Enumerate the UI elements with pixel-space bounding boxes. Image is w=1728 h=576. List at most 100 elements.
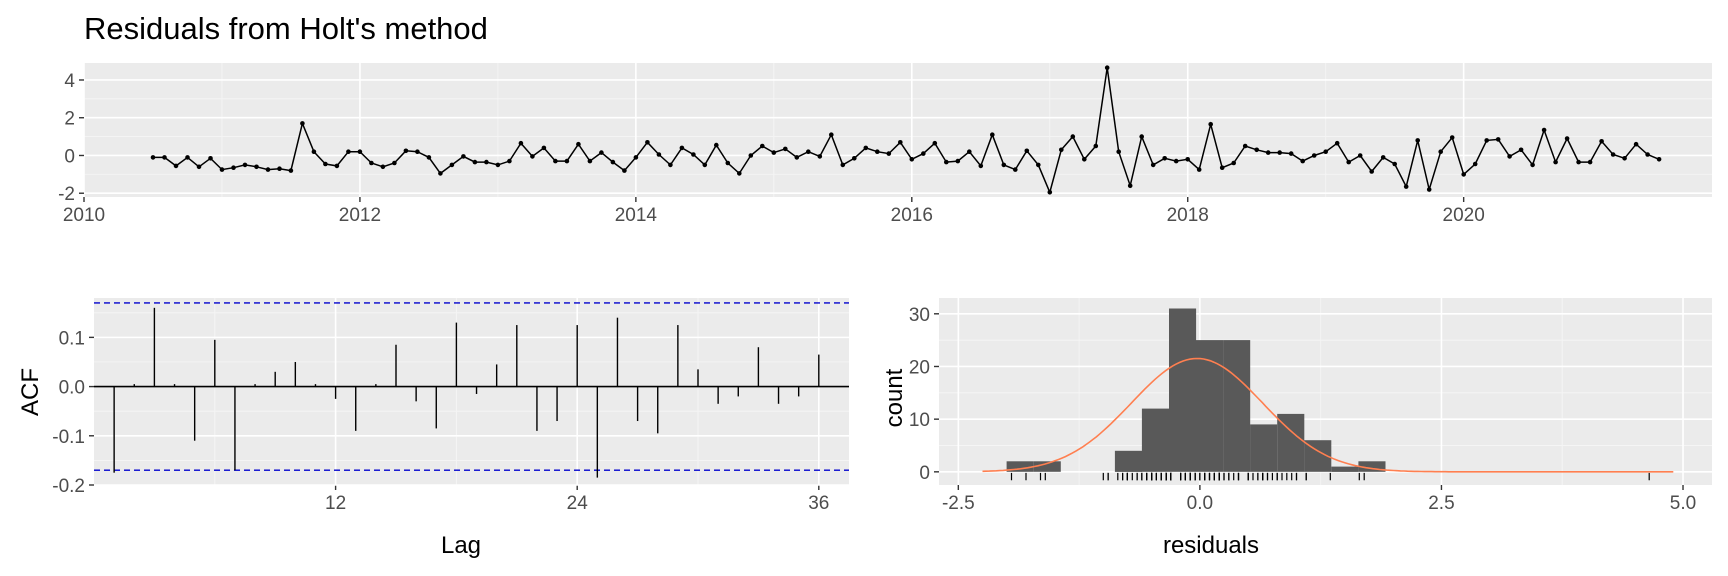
- residual-point: [173, 163, 179, 169]
- residual-point: [334, 163, 340, 169]
- acf-x-tick-label: 12: [325, 493, 346, 514]
- residual-point: [288, 168, 294, 173]
- y-tick-label: 4: [64, 71, 75, 92]
- residual-point: [1622, 156, 1627, 161]
- residual-point: [323, 161, 328, 167]
- residual-point: [921, 151, 926, 156]
- residual-point: [507, 158, 512, 164]
- histogram-bar: [1169, 308, 1197, 472]
- residual-point: [553, 158, 558, 164]
- residual-point: [346, 149, 351, 154]
- residual-point: [1507, 154, 1512, 159]
- residual-point: [1024, 148, 1030, 154]
- residual-point: [1162, 156, 1167, 161]
- normal-density-curve: [982, 357, 1674, 473]
- residual-point: [1082, 157, 1087, 162]
- hist-x-tick-label: 0.0: [1187, 493, 1213, 514]
- residual-point: [1047, 190, 1053, 195]
- residual-point: [1530, 162, 1535, 168]
- residual-point: [1610, 152, 1616, 157]
- hist-y-tick-label: 30: [909, 305, 930, 326]
- histogram-bar: [1006, 461, 1034, 472]
- residual-point: [231, 165, 236, 170]
- page-title: Residuals from Holt's method: [84, 11, 488, 46]
- residual-series-panel: 2010 2012 2014 2016 2018 2020 -2 0 2 4: [58, 63, 1712, 226]
- residual-point: [1357, 153, 1363, 158]
- residual-point: [1013, 167, 1018, 172]
- residual-line: [153, 67, 1660, 195]
- hist-y-tick-label: 10: [909, 410, 930, 431]
- residual-point: [794, 155, 800, 160]
- hist-x-tick-label: 5.0: [1670, 493, 1696, 514]
- residual-point: [1254, 147, 1259, 153]
- residual-point: [1093, 143, 1099, 149]
- residual-point: [1576, 159, 1581, 165]
- residual-point: [576, 141, 581, 147]
- acf-y-tick-label: -0.2: [52, 476, 85, 497]
- residual-point: [185, 155, 190, 160]
- residual-point: [702, 162, 708, 168]
- residual-point: [1426, 187, 1432, 192]
- hist-y-tick-label: 20: [909, 357, 930, 378]
- residual-point: [564, 158, 570, 164]
- residual-point: [1208, 122, 1213, 127]
- residual-point: [1587, 159, 1593, 165]
- hist-y-tick-label: 0: [919, 463, 930, 484]
- residual-point: [587, 158, 593, 164]
- residual-point: [403, 148, 409, 154]
- residual-point: [955, 158, 961, 164]
- hist-x-tick-label: -2.5: [942, 493, 975, 514]
- residual-point: [610, 159, 616, 165]
- residual-point: [1472, 161, 1478, 167]
- residual-point: [357, 149, 363, 154]
- residual-point: [1265, 150, 1271, 155]
- residual-point: [691, 152, 696, 157]
- residual-point: [990, 132, 995, 137]
- residual-point: [978, 163, 984, 169]
- y-tick-label: 0: [64, 146, 75, 167]
- x-tick-label: 2018: [1167, 205, 1209, 226]
- histogram-bar: [1114, 450, 1142, 472]
- residual-point: [1185, 157, 1190, 162]
- residual-point: [909, 157, 915, 162]
- residual-point: [714, 142, 719, 148]
- residual-point: [725, 160, 731, 166]
- residual-point: [1553, 159, 1558, 165]
- residual-point: [1059, 147, 1064, 153]
- residual-point: [840, 162, 846, 168]
- residual-point: [208, 156, 213, 161]
- histogram-bar: [1141, 408, 1169, 472]
- x-tick-label: 2016: [891, 205, 933, 226]
- residual-point: [668, 162, 673, 168]
- acf-x-tick-label: 36: [808, 493, 829, 514]
- residual-point: [472, 159, 478, 165]
- residual-point: [1369, 169, 1374, 174]
- residual-point: [277, 166, 282, 171]
- residual-series-background: [84, 63, 1712, 197]
- residual-point: [1403, 184, 1409, 189]
- residual-point: [1541, 127, 1547, 133]
- residual-point: [495, 162, 501, 168]
- residual-point: [518, 140, 524, 146]
- acf-panel: 12 24 36 -0.2 -0.1 0.0 0.1: [52, 298, 849, 514]
- residual-point: [1001, 162, 1007, 168]
- residual-point: [829, 132, 834, 137]
- residual-point: [196, 164, 202, 170]
- acf-x-tick-label: 24: [567, 493, 589, 514]
- residual-point: [760, 143, 765, 149]
- residual-point: [1656, 157, 1662, 162]
- residual-point: [898, 140, 903, 145]
- residual-point: [219, 167, 225, 172]
- residual-point: [1392, 161, 1397, 167]
- acf-y-tick-label: 0.0: [59, 378, 85, 399]
- residual-point: [1242, 143, 1248, 149]
- residual-point: [380, 164, 386, 170]
- residual-point: [300, 121, 305, 126]
- residual-point: [633, 155, 639, 160]
- residual-point: [369, 160, 374, 166]
- residual-point: [771, 150, 777, 155]
- residual-point: [599, 150, 604, 155]
- residual-point: [1311, 153, 1317, 158]
- y-tick-label: 2: [64, 109, 75, 130]
- residual-point: [1288, 151, 1294, 156]
